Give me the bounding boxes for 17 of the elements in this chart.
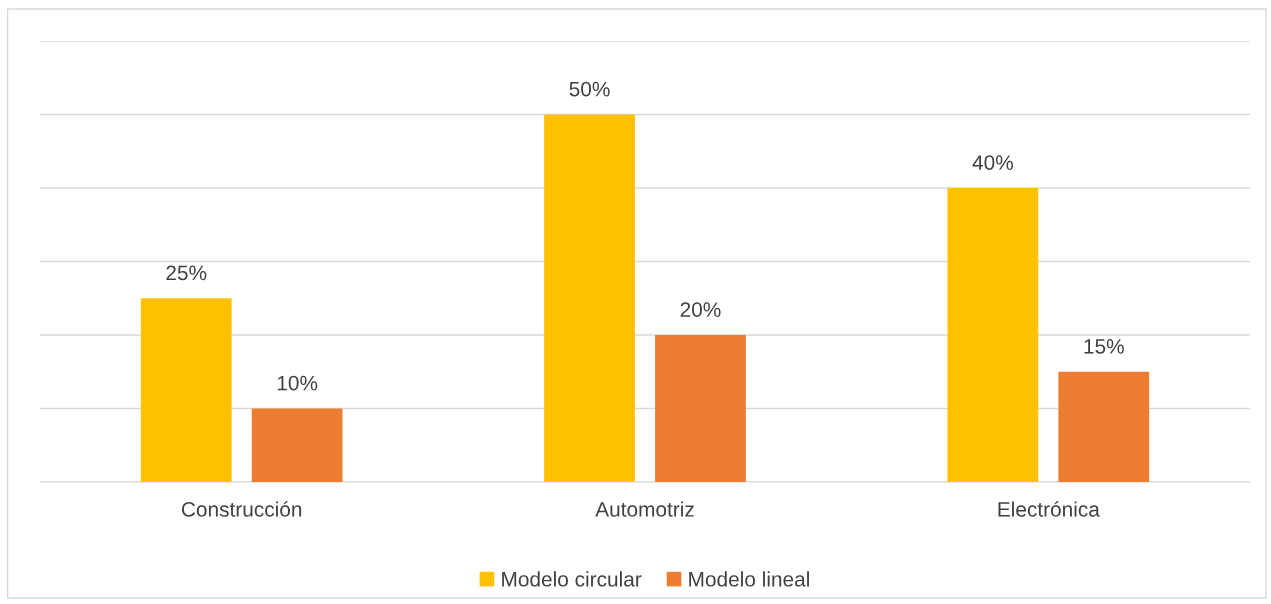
x-tick-label: Automotriz bbox=[595, 501, 694, 517]
x-tick-label: Electrónica bbox=[998, 501, 1100, 517]
bar bbox=[947, 188, 1039, 482]
bar bbox=[655, 335, 746, 482]
data-label: 25% bbox=[166, 265, 207, 281]
data-label: 20% bbox=[680, 302, 721, 317]
data-label: 15% bbox=[1084, 339, 1124, 354]
bar bbox=[544, 114, 635, 482]
x-tick-label: Construcción bbox=[181, 501, 302, 517]
data-label: 10% bbox=[277, 375, 318, 391]
bar bbox=[1058, 371, 1150, 482]
data-label: 40% bbox=[972, 155, 1013, 170]
legend-label: Modelo lineal bbox=[689, 571, 809, 587]
legend-label: Modelo circular bbox=[502, 571, 642, 587]
bar bbox=[140, 298, 232, 482]
bar bbox=[251, 408, 343, 482]
data-label: 50% bbox=[569, 81, 610, 97]
